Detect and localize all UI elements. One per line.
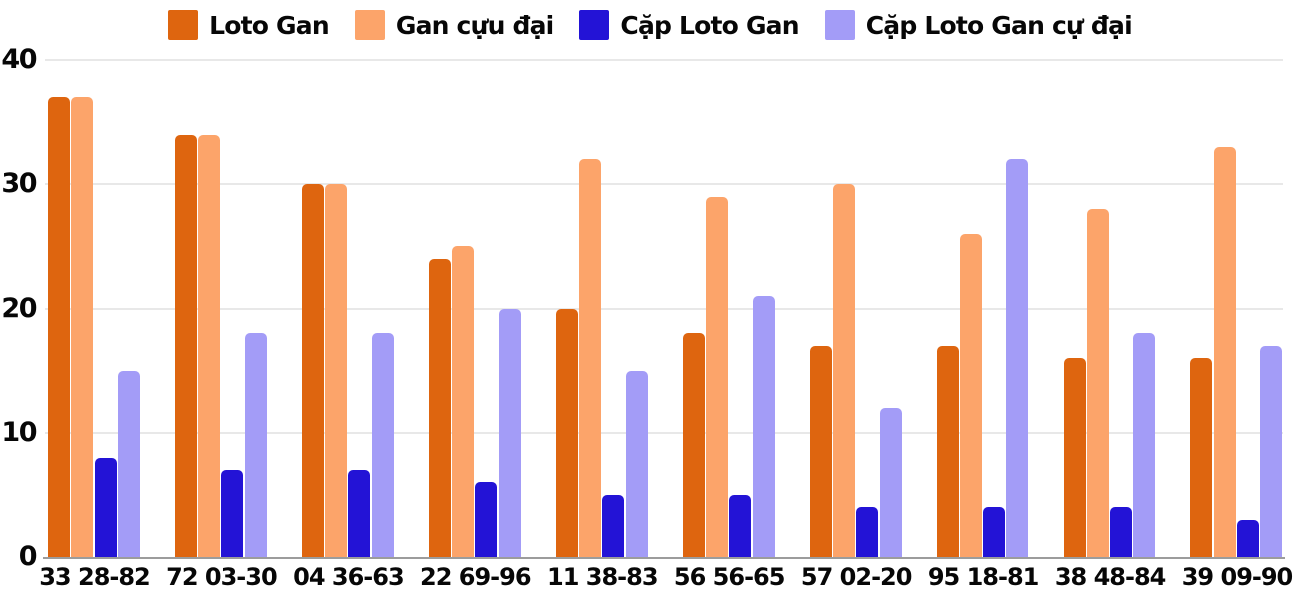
legend-swatch-cap-loto-gan-cu-dai [824, 10, 855, 40]
bar-cap-loto-gan-group-5[interactable] [729, 494, 752, 557]
legend-label: Loto Gan [209, 10, 330, 40]
bar-cap-loto-gan-group-8[interactable] [1110, 507, 1133, 557]
bar-cap-loto-gan-cu-dai-group-7[interactable] [1006, 159, 1029, 557]
legend-swatch-loto-gan [168, 10, 199, 40]
legend-label: Gan cựu đại [395, 10, 554, 40]
bar-cap-loto-gan-group-0[interactable] [94, 457, 117, 557]
x-tick-label: 39 09-90 [1181, 563, 1294, 591]
gridline-20 [45, 307, 1283, 310]
bar-loto-gan-group-2[interactable] [301, 184, 324, 558]
bar-cap-loto-gan-cu-dai-group-9[interactable] [1260, 345, 1283, 557]
bar-loto-gan-group-1[interactable] [174, 134, 197, 557]
gridline-40 [45, 59, 1283, 61]
x-tick-label: 57 02-20 [800, 563, 913, 591]
bar-loto-gan-group-6[interactable] [809, 345, 832, 557]
gridline-30 [45, 183, 1283, 186]
bar-loto-gan-group-8[interactable] [1063, 358, 1086, 557]
x-axis-line [43, 557, 1285, 559]
bar-cap-loto-gan-group-6[interactable] [856, 507, 879, 557]
x-tick-label: 11 38-83 [547, 563, 659, 591]
bar-cap-loto-gan-group-4[interactable] [602, 494, 625, 557]
legend-item-cap-loto-gan-cu-dai[interactable]: Cặp Loto Gan cự đại [824, 10, 1133, 40]
x-tick-label: 56 56-65 [673, 563, 786, 591]
bar-cap-loto-gan-cu-dai-group-0[interactable] [117, 370, 140, 557]
x-tick-label: 33 28-82 [39, 563, 151, 591]
bar-cap-loto-gan-group-3[interactable] [475, 482, 498, 557]
legend-label: Cặp Loto Gan [620, 10, 799, 40]
bar-cap-loto-gan-cu-dai-group-2[interactable] [371, 333, 394, 558]
bar-loto-gan-group-3[interactable] [428, 258, 451, 557]
y-tick-label: 40 [1, 44, 37, 75]
bar-loto-gan-group-5[interactable] [682, 333, 705, 558]
bar-cap-loto-gan-group-1[interactable] [221, 470, 244, 557]
bar-cap-loto-gan-group-2[interactable] [348, 470, 371, 557]
bar-cap-loto-gan-cu-dai-group-4[interactable] [625, 370, 648, 557]
x-tick-label: 95 18-81 [927, 563, 1040, 591]
y-tick-label: 30 [1, 168, 37, 200]
x-tick-label: 22 69-96 [420, 563, 532, 591]
bar-gan-cuu-dai-group-9[interactable] [1213, 147, 1236, 557]
bar-cap-loto-gan-cu-dai-group-5[interactable] [752, 296, 775, 557]
legend-swatch-gan-cuu-dai [354, 10, 385, 40]
x-tick-label: 72 03-30 [166, 563, 278, 591]
bar-loto-gan-group-0[interactable] [47, 97, 70, 557]
chart-legend: Loto Gan Gan cựu đại Cặp Loto Gan Cặp Loto … [0, 10, 1300, 40]
y-tick-label: 20 [1, 292, 37, 324]
legend-item-loto-gan[interactable]: Loto Gan [168, 10, 330, 40]
bar-loto-gan-group-4[interactable] [555, 308, 578, 557]
bar-gan-cuu-dai-group-4[interactable] [579, 159, 601, 557]
bar-loto-gan-group-7[interactable] [936, 345, 959, 557]
x-tick-label: 04 36-63 [293, 563, 405, 591]
bar-cap-loto-gan-cu-dai-group-1[interactable] [244, 333, 267, 558]
legend-label: Cặp Loto Gan cự đại [865, 10, 1133, 40]
bar-gan-cuu-dai-group-7[interactable] [959, 233, 982, 557]
bar-gan-cuu-dai-group-6[interactable] [832, 184, 855, 558]
bar-cap-loto-gan-group-9[interactable] [1237, 519, 1259, 557]
gridline-10 [45, 431, 1283, 434]
x-tick-label: 38 48-84 [1054, 563, 1167, 591]
legend-item-gan-cuu-dai[interactable]: Gan cựu đại [354, 10, 554, 40]
bar-cap-loto-gan-cu-dai-group-8[interactable] [1133, 333, 1156, 558]
bar-gan-cuu-dai-group-2[interactable] [325, 184, 348, 558]
bar-gan-cuu-dai-group-0[interactable] [71, 97, 94, 557]
bar-gan-cuu-dai-group-3[interactable] [452, 246, 474, 557]
bar-cap-loto-gan-group-7[interactable] [983, 507, 1006, 557]
bar-cap-loto-gan-cu-dai-group-6[interactable] [879, 407, 902, 557]
bar-gan-cuu-dai-group-8[interactable] [1086, 209, 1109, 557]
y-tick-label: 0 [18, 541, 38, 572]
bar-gan-cuu-dai-group-1[interactable] [198, 134, 221, 557]
legend-item-cap-loto-gan[interactable]: Cặp Loto Gan [579, 10, 800, 40]
bar-gan-cuu-dai-group-5[interactable] [705, 196, 728, 557]
bar-cap-loto-gan-cu-dai-group-3[interactable] [498, 308, 521, 557]
bar-loto-gan-group-9[interactable] [1190, 358, 1213, 557]
y-tick-label: 10 [1, 416, 37, 448]
legend-swatch-cap-loto-gan [579, 10, 610, 40]
